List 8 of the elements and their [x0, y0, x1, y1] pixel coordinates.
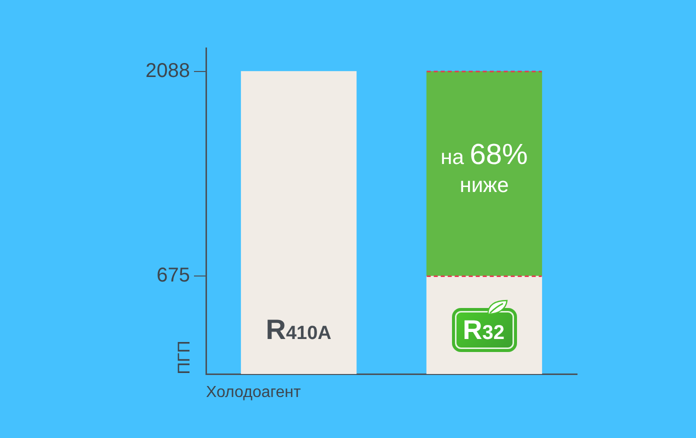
badge-icon: R32 — [452, 308, 516, 352]
x-axis-title: Холодоагент — [206, 384, 301, 401]
x-tick-label: R410A — [266, 314, 332, 345]
annotation: на 68% ниже — [440, 138, 529, 198]
y-axis-title: ПГП — [174, 340, 194, 374]
y-tick-label: 675 — [156, 264, 190, 287]
y-tick-label: 2088 — [146, 60, 190, 82]
x-tick-label: R32 — [462, 315, 504, 345]
